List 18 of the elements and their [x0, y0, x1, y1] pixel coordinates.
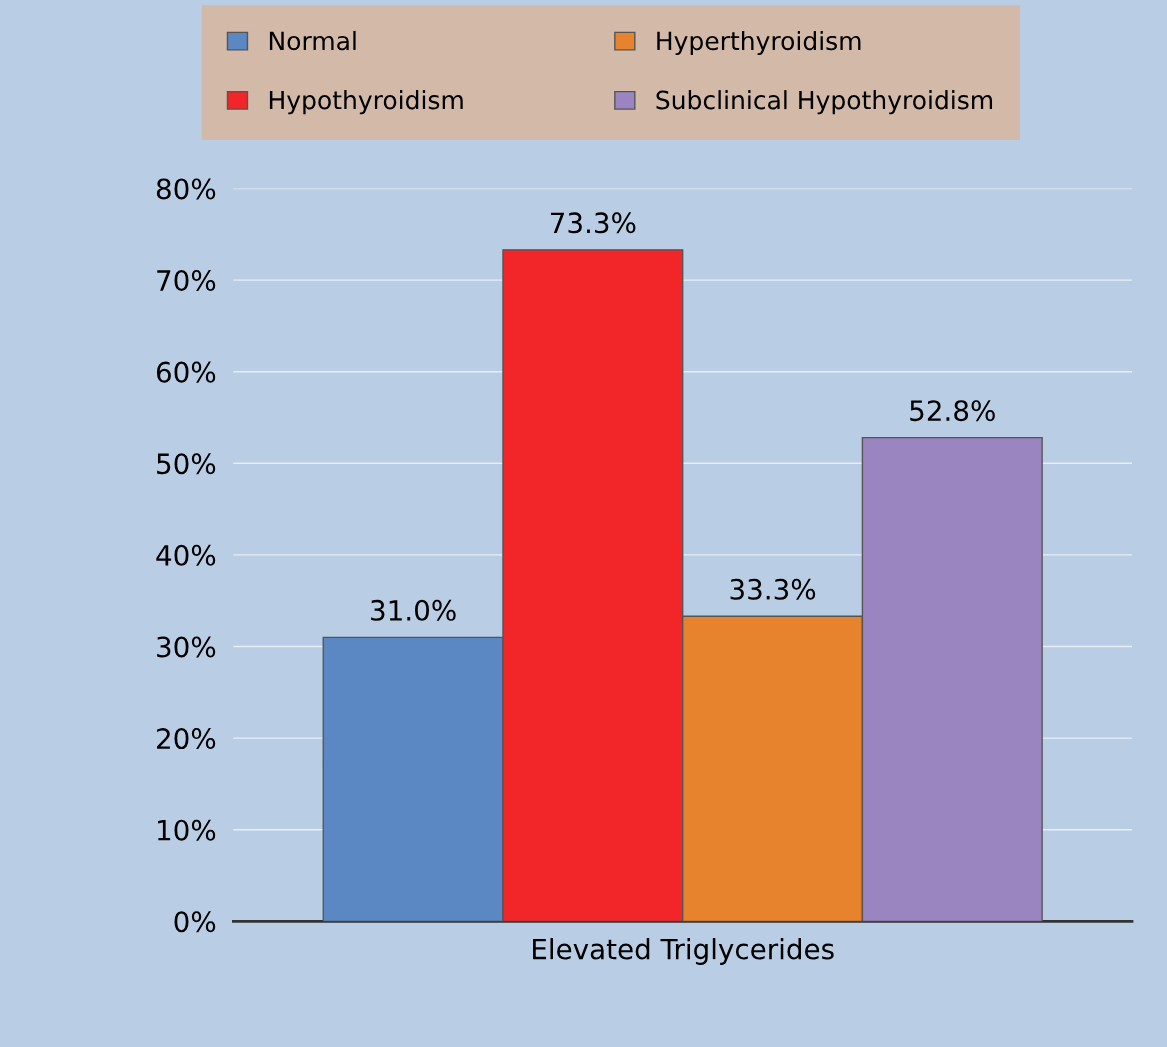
- data-label: 52.8%: [910, 400, 995, 422]
- data-label: 31.0%: [371, 599, 456, 621]
- y-tick-label: 0%: [174, 911, 216, 933]
- y-tick-label: 10%: [158, 819, 216, 841]
- y-tick-label: 60%: [156, 361, 216, 383]
- data-label: 33.3%: [730, 578, 816, 600]
- y-tick-label: 80%: [156, 178, 216, 200]
- data-label: 73.3%: [550, 212, 636, 234]
- y-tick-label: 50%: [157, 453, 216, 475]
- legend-label: Hypothyroidism: [269, 90, 463, 115]
- x-tick-label: Elevated Triglycerides: [533, 938, 834, 965]
- y-tick-label: 40%: [156, 544, 216, 566]
- legend-label: Normal: [269, 30, 356, 51]
- y-tick-label: 70%: [157, 270, 216, 292]
- legend-label: Hyperthyroidism: [657, 30, 861, 56]
- legend-label: Subclinical Hypothyroidism: [656, 90, 993, 115]
- y-tick-label: 20%: [157, 728, 216, 750]
- y-tick-label: 30%: [157, 636, 216, 658]
